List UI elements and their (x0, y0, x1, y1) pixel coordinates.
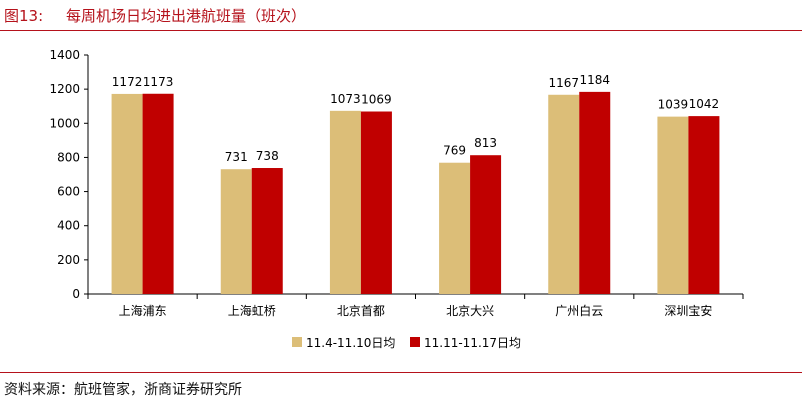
bar-series-1 (111, 93, 143, 294)
data-label: 1167 (548, 76, 579, 90)
x-category-label: 深圳宝安 (664, 303, 712, 318)
x-category-label: 北京大兴 (446, 304, 494, 318)
y-tick-label: 600 (57, 185, 80, 199)
x-category-label: 北京首都 (337, 304, 385, 318)
legend-label-2: 11.11-11.17日均 (424, 336, 521, 350)
y-tick-label: 400 (57, 219, 80, 233)
bar-series-2 (688, 116, 720, 294)
data-label: 813 (474, 136, 497, 150)
data-label: 769 (443, 144, 466, 158)
header-divider (0, 30, 802, 31)
y-tick-label: 800 (57, 150, 80, 164)
bar-series-2 (251, 168, 283, 294)
data-label: 1042 (689, 97, 720, 111)
y-tick-label: 0 (72, 287, 80, 301)
data-label: 1184 (579, 73, 610, 87)
bar-series-2 (360, 111, 392, 294)
figure-title: 每周机场日均进出港航班量（班次） (66, 7, 307, 25)
y-tick-label: 1200 (49, 82, 80, 96)
bar-series-1 (329, 110, 361, 294)
x-category-label: 广州白云 (555, 303, 603, 318)
bar-chart: 0 200 400 600 800 1000 1200 1400 1172 1173 上海浦东 731… (49, 48, 744, 350)
bar-series-1 (657, 116, 689, 294)
bar-series-2 (579, 91, 611, 294)
data-label: 1073 (330, 92, 361, 106)
figure-label: 图13: (4, 7, 44, 25)
bar-series-2 (470, 155, 502, 294)
data-label: 1172 (112, 75, 143, 89)
legend-swatch-1 (292, 337, 302, 347)
y-tick-label: 200 (57, 253, 80, 267)
source-note: 资料来源：航班管家，浙商证券研究所 (4, 382, 242, 398)
legend-label-1: 11.4-11.10日均 (306, 336, 395, 350)
data-label: 738 (256, 149, 279, 163)
bar-series-1 (548, 94, 580, 294)
footer-divider (0, 372, 802, 373)
data-label: 1173 (143, 75, 174, 89)
bar-series-2 (142, 93, 174, 295)
bar-series-1 (220, 169, 252, 294)
x-category-label: 上海虹桥 (228, 303, 276, 318)
figure-header: 图13: 每周机场日均进出港航班量（班次） (0, 0, 802, 30)
x-category-label: 上海浦东 (119, 303, 167, 318)
y-tick-label: 1400 (49, 48, 80, 62)
data-label: 1069 (361, 93, 392, 107)
bar-series-1 (439, 162, 471, 294)
data-label: 1039 (658, 98, 689, 112)
legend-swatch-2 (410, 337, 420, 347)
data-label: 731 (225, 150, 248, 164)
y-tick-label: 1000 (49, 116, 80, 130)
